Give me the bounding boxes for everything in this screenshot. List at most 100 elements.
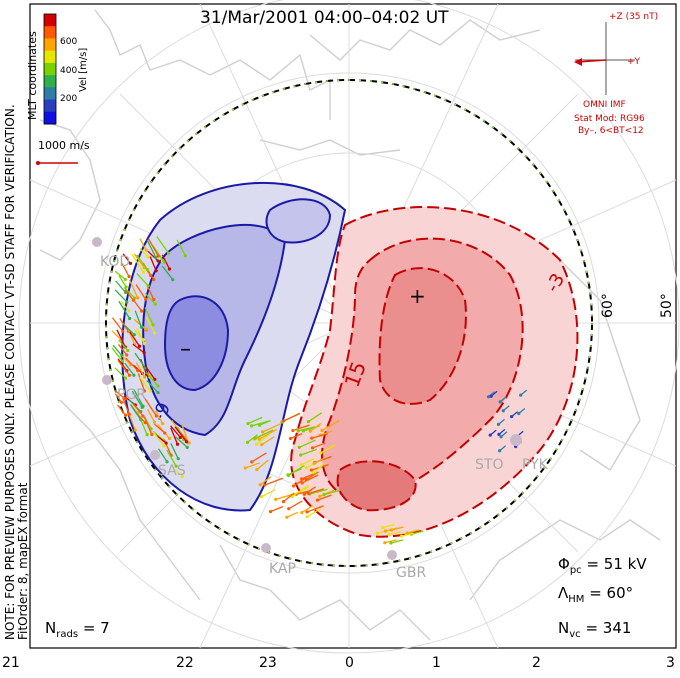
- hm-boundary-vectors: [105, 79, 593, 567]
- velocity-vector-origin: [153, 331, 157, 335]
- velocity-vector: [132, 343, 145, 354]
- velocity-vector: [145, 366, 156, 380]
- velocity-vector: [247, 434, 258, 443]
- velocity-vector-origin: [144, 297, 148, 301]
- velocity-vector-origin: [154, 414, 159, 418]
- velocity-vector-origin: [123, 397, 127, 401]
- velocity-vector-origin: [318, 494, 322, 498]
- velocity-vector: [251, 452, 267, 463]
- velocity-vector-origin: [307, 491, 311, 496]
- site-marker-sas: [150, 450, 160, 460]
- velocity-vector-origin: [255, 468, 259, 472]
- velocity-vector: [172, 467, 183, 478]
- site-marker-pgr: [102, 375, 112, 385]
- colorbar-swatch: [44, 111, 56, 125]
- velocity-vector-origin: [498, 449, 502, 453]
- velocity-vector-origin: [148, 389, 152, 393]
- velocity-vector-origin: [297, 445, 301, 449]
- velocity-vector: [116, 329, 126, 348]
- positive-contour-lower: [336, 460, 417, 512]
- mlt-tick-3: 3: [666, 655, 675, 671]
- velocity-vector: [390, 539, 404, 544]
- velocity-vector: [256, 434, 269, 445]
- velocity-vector: [313, 462, 326, 474]
- site-marker-sto: [510, 434, 522, 446]
- preview-note: NOTE: FOR PREVIEW PURPOSES ONLY. PLEASE …: [3, 104, 30, 640]
- site-label-kap: KAP: [269, 561, 296, 577]
- velocity-vector: [131, 254, 144, 273]
- velocity-vector-origin: [254, 442, 259, 446]
- velocity-vector: [258, 428, 278, 440]
- velocity-vector-origin: [152, 297, 156, 302]
- stat-n-vc-value: = 341: [585, 619, 632, 637]
- velocity-vector-origin: [141, 270, 146, 274]
- velocity-vector-origin: [175, 442, 180, 446]
- velocity-vector: [308, 488, 324, 495]
- coastlines: [39, 9, 661, 641]
- velocity-vector-origin: [302, 492, 307, 496]
- velocity-vector: [114, 270, 126, 280]
- velocity-vector: [149, 256, 157, 272]
- velocity-vector: [247, 416, 263, 425]
- velocity-vector: [120, 261, 130, 277]
- velocity-vector: [293, 484, 310, 496]
- velocity-vector: [122, 253, 131, 264]
- velocity-vector: [391, 526, 404, 531]
- velocity-vector-origin: [144, 248, 148, 252]
- velocity-vector-origin: [268, 509, 273, 514]
- velocity-vector: [288, 500, 303, 510]
- velocity-vector-origin: [319, 451, 323, 455]
- velocity-vector: [306, 505, 324, 513]
- velocity-vector-origin: [176, 457, 180, 461]
- velocity-vector: [153, 423, 166, 434]
- colorbar-swatch: [44, 38, 56, 52]
- velocity-vector-origin: [387, 533, 391, 537]
- velocity-vector-origin: [300, 511, 304, 515]
- velocity-vector-origin: [310, 446, 315, 450]
- velocity-vector: [153, 246, 165, 263]
- velocity-vector: [261, 436, 275, 446]
- mlt-tick-23: 23: [259, 655, 277, 671]
- velocity-vector: [286, 511, 298, 518]
- velocity-vector-origin: [489, 394, 493, 398]
- stat-n-rads: Nrads = 7: [45, 619, 110, 640]
- velocity-vector-origin: [488, 433, 492, 437]
- velocity-vector-origin: [383, 541, 387, 545]
- velocity-vector: [157, 448, 168, 463]
- velocity-vector: [118, 300, 131, 319]
- velocity-vector: [300, 448, 317, 456]
- velocity-vector: [144, 398, 157, 417]
- velocity-vectors: [111, 236, 528, 545]
- velocity-vector: [133, 253, 145, 268]
- velocity-vector: [255, 429, 274, 439]
- colorbar-swatch: [44, 87, 56, 101]
- velocity-vector-origin: [165, 460, 169, 464]
- velocity-vector: [124, 289, 134, 301]
- stat-phi-pc-value: = 51 kV: [586, 555, 647, 573]
- velocity-vector: [283, 492, 295, 503]
- stat-lambda-hm: ΛHM = 60°: [558, 584, 633, 605]
- colorbar-tick-400: 400: [60, 66, 78, 76]
- velocity-vector-origin: [312, 461, 316, 465]
- velocity-vector-origin: [263, 483, 267, 487]
- colorbar-swatch: [44, 62, 56, 76]
- velocity-vector: [137, 373, 146, 392]
- velocity-vector-origin: [164, 441, 168, 445]
- stat-n-rads-value: = 7: [82, 619, 110, 637]
- velocity-vector-origin: [180, 474, 184, 479]
- velocity-vector-origin: [167, 251, 171, 255]
- velocity-vector-origin: [132, 333, 136, 337]
- velocity-vector-origin: [287, 507, 291, 511]
- velocity-vector: [311, 433, 329, 439]
- velocity-vector: [156, 236, 170, 254]
- velocity-vector-origin: [498, 400, 502, 404]
- velocity-vector-origin: [310, 436, 314, 440]
- velocity-vector: [134, 310, 143, 328]
- velocity-vector-origin: [136, 369, 140, 373]
- velocity-vector: [145, 317, 156, 334]
- velocity-vector-origin: [375, 531, 379, 535]
- velocity-vector-origin: [123, 413, 128, 417]
- velocity-vector: [147, 408, 156, 423]
- velocity-vector-origin: [140, 309, 144, 313]
- imf-clock: [574, 22, 635, 95]
